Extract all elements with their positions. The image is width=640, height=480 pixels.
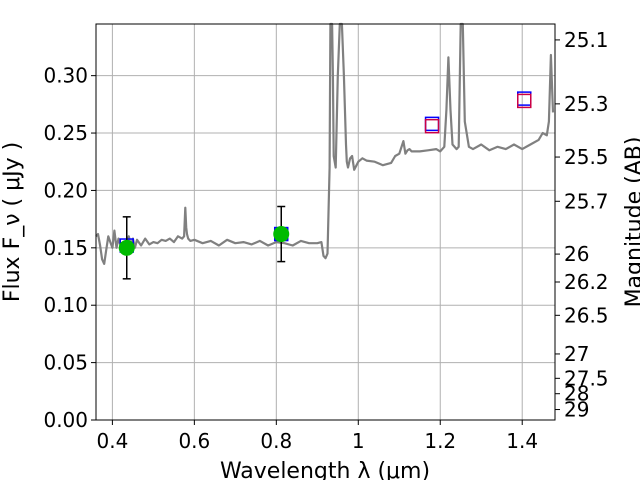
y2-tick-label-3: 25.7 — [564, 189, 609, 213]
y2-tick-label-6: 26.5 — [564, 303, 609, 327]
x-tick-label-2: 0.8 — [260, 429, 292, 453]
y-tick-label-2: 0.10 — [43, 293, 88, 317]
x-tick-label-1: 0.6 — [178, 429, 210, 453]
observed-data-point-1 — [273, 226, 290, 243]
y2-tick-label-10: 29 — [564, 398, 589, 422]
x-tick-label-0: 0.4 — [96, 429, 128, 453]
y-tick-label-6: 0.30 — [43, 64, 88, 88]
x-tick-label-4: 1.2 — [424, 429, 456, 453]
observed-data-point-0 — [118, 239, 135, 256]
model-spectrum-line — [95, 22, 555, 265]
plot-frame — [95, 23, 556, 421]
x-tick-label-3: 1 — [352, 429, 365, 453]
x-axis-ticks: 0.4 0.6 0.8 1 1.2 1.4 — [96, 420, 538, 453]
y-tick-label-4: 0.20 — [43, 178, 88, 202]
y-tick-label-0: 0.00 — [43, 408, 88, 432]
observed-photometry-marker-1 — [517, 93, 532, 109]
y2-axis-label: Magnitude (AB) — [622, 137, 640, 308]
y-tick-label-3: 0.15 — [43, 236, 88, 260]
grid — [96, 24, 555, 421]
y2-tick-label-8: 27.5 — [564, 366, 609, 390]
photometry-layer — [118, 91, 532, 280]
y2-tick-label-7: 27 — [564, 342, 589, 366]
y2-tick-label-9: 28 — [564, 382, 589, 406]
y-tick-label-1: 0.05 — [43, 351, 88, 375]
y2-tick-label-0: 25.1 — [564, 28, 609, 52]
y-tick-label-5: 0.25 — [43, 121, 88, 145]
x-tick-label-5: 1.4 — [506, 429, 538, 453]
y2-tick-label-5: 26.2 — [564, 270, 609, 294]
x-axis-label: Wavelength λ (μm) — [220, 459, 430, 480]
y2-tick-label-2: 25.5 — [564, 145, 609, 169]
y2-tick-label-4: 26 — [564, 242, 589, 266]
y-axis-ticks: 0.00 0.05 0.10 0.15 0.20 0.25 0.30 — [43, 64, 96, 432]
model-spectrum-layer — [95, 22, 555, 265]
y-axis-label: Flux F_ν ( μJy ) — [0, 142, 25, 302]
y2-tick-label-1: 25.3 — [564, 92, 609, 116]
observed-photometry-marker-0 — [424, 118, 440, 134]
